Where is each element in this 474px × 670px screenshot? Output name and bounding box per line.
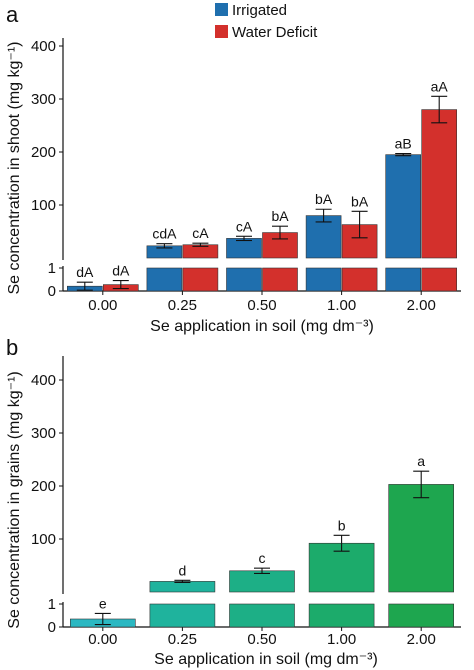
x-tick-label: 0.00 [88, 297, 117, 314]
significance-label: dA [112, 263, 130, 279]
significance-label: c [259, 550, 266, 566]
bar-lower-segment [146, 267, 183, 292]
bar-lower-segment [182, 267, 219, 292]
x-tick-label: 0.50 [247, 297, 276, 314]
y-tick-label: 300 [31, 425, 56, 442]
x-tick-label: 2.00 [407, 297, 436, 314]
y-tick-label: 300 [31, 91, 56, 108]
bar-lower-segment [341, 267, 378, 292]
y-tick-label: 400 [31, 38, 56, 55]
y-axis-title: Se concentration in grains (mg kg⁻¹) [6, 371, 23, 628]
legend-label-water-deficit: Water Deficit [232, 24, 318, 41]
significance-label: d [179, 562, 187, 578]
y-tick-label: 0 [48, 283, 56, 300]
bar-lower-segment [305, 267, 342, 292]
bar-lower-segment [388, 603, 455, 628]
bars: dA cdA cA bA aB dA cA bA bA aA [67, 78, 458, 292]
y-tick-label: 400 [31, 372, 56, 389]
x-axis-title: Se application in soil (mg dm⁻³) [150, 318, 374, 335]
significance-label: aB [395, 136, 412, 152]
significance-label: bA [271, 208, 289, 224]
bar [305, 215, 342, 259]
panel-b-letter: b [6, 335, 18, 360]
panel-a-letter: a [6, 2, 19, 27]
panel-a: a Irrigated Water Deficit Se concentrati… [6, 2, 461, 335]
bar-lower-segment [229, 603, 295, 628]
significance-label: e [99, 595, 107, 611]
y-tick-label: 200 [31, 144, 56, 161]
legend-label-irrigated: Irrigated [232, 2, 287, 19]
bar-lower-segment [421, 267, 458, 292]
bars: e d c b a [70, 453, 455, 628]
y-tick-label: 0 [48, 619, 56, 636]
x-tick-label: 2.00 [407, 631, 436, 648]
significance-label: cA [192, 225, 209, 241]
legend-swatch-irrigated [215, 3, 228, 16]
significance-label: aA [431, 78, 449, 94]
bar [421, 109, 458, 259]
y-tick-label: 100 [31, 197, 56, 214]
x-tick-label: 0.50 [247, 631, 276, 648]
y-axis-title: Se concentration in shoot (mg kg⁻¹) [6, 41, 23, 294]
bar [388, 484, 455, 593]
significance-label: bA [351, 193, 369, 209]
significance-label: dA [76, 264, 94, 280]
x-tick-label: 1.00 [327, 631, 356, 648]
bar-lower-segment [308, 603, 375, 628]
bar-lower-segment [262, 267, 298, 292]
y-tick-label: 200 [31, 478, 56, 495]
significance-label: a [417, 453, 425, 469]
bar-lower-segment [385, 267, 422, 292]
tick-labels: 100 200 300 400 0 1 0.00 0.25 0.50 1.00 2.00 [31, 38, 436, 314]
panel-b: b Se concentration in grains (mg kg⁻¹) S… [6, 335, 461, 668]
x-tick-label: 1.00 [327, 297, 356, 314]
bar [226, 238, 262, 259]
legend-swatch-water-deficit [215, 25, 228, 38]
x-axis-title: Se application in soil (mg dm⁻³) [154, 651, 378, 668]
significance-label: cdA [152, 226, 177, 242]
significance-label: bA [315, 191, 333, 207]
x-tick-label: 0.00 [88, 631, 117, 648]
tick-labels: 100 200 300 400 0 1 0.00 0.25 0.50 1.00 2.00 [31, 372, 436, 648]
significance-label: b [338, 517, 346, 533]
y-tick-label: 1 [48, 596, 56, 613]
legend: Irrigated Water Deficit [215, 2, 318, 41]
bar-lower-segment [226, 267, 262, 292]
x-tick-label: 0.25 [168, 631, 197, 648]
y-tick-label: 1 [48, 260, 56, 277]
significance-label: cA [236, 218, 253, 234]
y-tick-label: 100 [31, 531, 56, 548]
bar [385, 154, 422, 259]
x-tick-label: 0.25 [168, 297, 197, 314]
bar-lower-segment [149, 603, 216, 628]
